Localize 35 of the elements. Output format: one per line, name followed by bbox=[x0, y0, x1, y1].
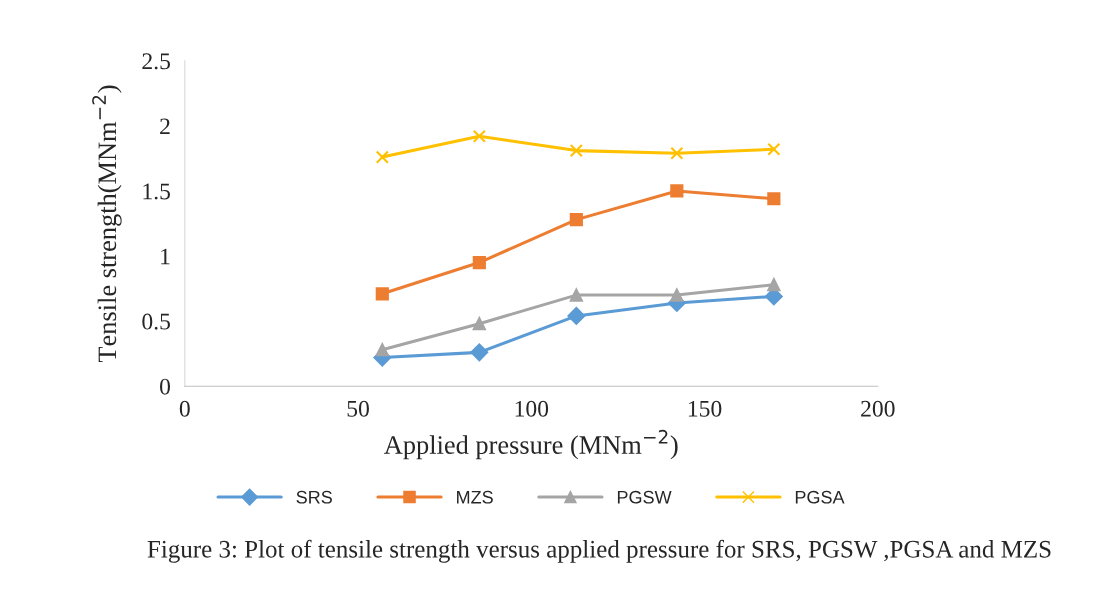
point bbox=[670, 146, 684, 160]
caption: Figure 3: Plot of tensile strength versus applied pressure for SRS, PGSW ,PGSA and MZS bbox=[147, 539, 1051, 563]
point bbox=[767, 278, 781, 292]
point bbox=[569, 288, 583, 302]
x-tick-label: 50 bbox=[347, 400, 369, 417]
point bbox=[670, 184, 684, 198]
legend-label: SRS bbox=[296, 490, 332, 504]
point bbox=[470, 343, 489, 362]
point bbox=[569, 213, 583, 227]
point bbox=[767, 142, 781, 156]
y-tick-label: 1 bbox=[161, 248, 170, 265]
x-tick-label: 0 bbox=[179, 400, 190, 417]
y-axis-title: Tensile strength(MNm$^{−2}$) bbox=[92, 85, 122, 363]
point bbox=[472, 317, 486, 331]
legend-label: PGSW bbox=[617, 490, 672, 504]
point bbox=[567, 307, 586, 325]
x-tick-label: 200 bbox=[861, 400, 895, 417]
point bbox=[569, 144, 583, 158]
x-tick-label: 100 bbox=[515, 400, 549, 417]
legend-label: PGSA bbox=[795, 490, 845, 504]
point bbox=[375, 150, 389, 164]
y-tick-label: 2 bbox=[160, 118, 170, 135]
x-tick-label: 150 bbox=[688, 400, 722, 417]
point bbox=[670, 288, 684, 302]
point bbox=[375, 343, 389, 357]
point bbox=[767, 192, 781, 206]
point bbox=[472, 129, 486, 143]
y-tick-label: 0 bbox=[160, 378, 171, 395]
y-tick-label: 0.5 bbox=[142, 313, 170, 330]
x-axis-title: Applied pressure (MNm$^{−2}$) bbox=[384, 429, 678, 460]
point bbox=[472, 255, 486, 270]
legend-label: MZS bbox=[457, 490, 493, 504]
y-tick-label: 2.5 bbox=[142, 53, 170, 70]
y-tick-label: 1.5 bbox=[143, 183, 170, 200]
point bbox=[375, 287, 389, 301]
